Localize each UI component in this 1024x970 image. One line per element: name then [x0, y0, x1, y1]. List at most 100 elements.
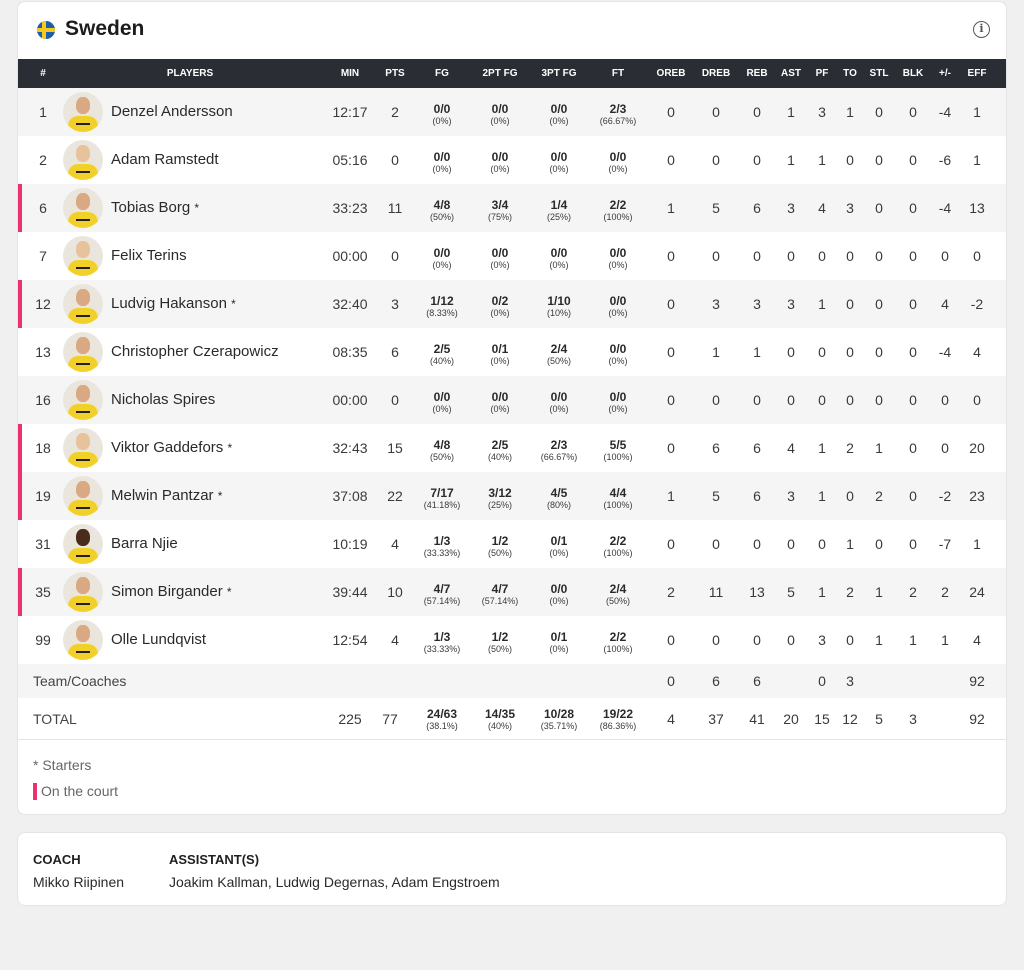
col-header-plus-minus: +/-: [939, 68, 951, 79]
info-icon[interactable]: i: [973, 21, 990, 38]
player-ast: 3: [787, 488, 795, 504]
player-reb: 6: [753, 440, 761, 456]
player-name-link[interactable]: Simon Birgander *: [111, 583, 232, 600]
player-number: 35: [35, 584, 51, 600]
player-min: 08:35: [332, 344, 368, 360]
player-pf: 1: [818, 296, 826, 312]
player-ast: 0: [787, 392, 795, 408]
player-blk: 0: [909, 488, 917, 504]
player-name-link[interactable]: Christopher Czerapowicz: [111, 343, 279, 360]
player-blk: 0: [909, 104, 917, 120]
player-dreb: 5: [712, 200, 720, 216]
player-avatar[interactable]: [63, 188, 103, 228]
player-ast: 0: [787, 536, 795, 552]
total-pts: 77: [382, 711, 398, 727]
player-fg: 0/0 (0%): [432, 390, 452, 414]
player-avatar[interactable]: [63, 620, 103, 660]
player-oreb: 0: [667, 392, 675, 408]
col-header-pts: PTS: [385, 68, 405, 79]
player-ast: 1: [787, 104, 795, 120]
col-header-ft: FT: [611, 68, 625, 79]
total-3pt: 10/28 (35.71%): [540, 707, 578, 731]
player-min: 33:23: [332, 200, 368, 216]
on-court-marker: [33, 783, 37, 800]
table-row: 7 Felix Terins 00:00 0 0/0 (0%) 0/0 (0%) 0/0 (0%…: [18, 232, 1006, 280]
player-blk: 0: [909, 152, 917, 168]
player-name-link[interactable]: Viktor Gaddefors *: [111, 439, 233, 456]
player-dreb: 0: [712, 104, 720, 120]
player-dreb: 5: [712, 488, 720, 504]
player-fg: 1/3 (33.33%): [423, 534, 461, 558]
player-avatar[interactable]: [63, 428, 103, 468]
player-name-link[interactable]: Nicholas Spires: [111, 391, 216, 408]
player-ast: 5: [787, 584, 795, 600]
player-3pt: 1/4 (25%): [546, 198, 572, 222]
player-name-link[interactable]: Felix Terins: [111, 247, 187, 264]
player-avatar[interactable]: [63, 140, 103, 180]
player-dreb: 11: [708, 584, 724, 600]
player-avatar[interactable]: [63, 284, 103, 324]
player-stl: 0: [875, 296, 883, 312]
player-avatar[interactable]: [63, 92, 103, 132]
player-eff: 4: [973, 632, 981, 648]
player-3pt: 0/0 (0%): [549, 390, 569, 414]
player-avatar[interactable]: [63, 236, 103, 276]
player-dreb: 1: [712, 344, 720, 360]
player-2pt: 0/0 (0%): [490, 150, 510, 174]
player-min: 39:44: [332, 584, 368, 600]
total-eff: 92: [969, 711, 985, 727]
player-number: 12: [35, 296, 51, 312]
player-plus-minus: 2: [941, 584, 949, 600]
player-2pt: 3/4 (75%): [487, 198, 513, 222]
player-eff: 0: [973, 248, 981, 264]
player-2pt: 0/1 (0%): [490, 342, 510, 366]
total-reb: 41: [749, 711, 765, 727]
player-stl: 2: [875, 488, 883, 504]
col-header-pf: PF: [815, 68, 829, 79]
player-fg: 0/0 (0%): [432, 246, 452, 270]
player-number: 18: [35, 440, 51, 456]
col-header-to: TO: [843, 68, 857, 79]
player-name-link[interactable]: Ludvig Hakanson *: [111, 295, 236, 312]
player-blk: 0: [909, 200, 917, 216]
player-name-link[interactable]: Olle Lundqvist: [111, 631, 207, 648]
player-pts: 4: [391, 632, 399, 648]
player-fg: 1/12 (8.33%): [426, 294, 458, 318]
player-to: 0: [846, 152, 854, 168]
assistants-names: Joakim Kallman, Ludwig Degernas, Adam En…: [169, 874, 500, 890]
player-to: 2: [846, 584, 854, 600]
player-oreb: 0: [667, 296, 675, 312]
col-header-dreb: DREB: [701, 68, 731, 79]
col-header-num: #: [40, 68, 46, 79]
player-name-link[interactable]: Denzel Andersson: [111, 103, 233, 120]
player-blk: 1: [909, 632, 917, 648]
player-3pt: 1/10 (10%): [546, 294, 572, 318]
player-avatar[interactable]: [63, 572, 103, 612]
player-avatar[interactable]: [63, 476, 103, 516]
player-avatar[interactable]: [63, 380, 103, 420]
player-min: 12:17: [332, 104, 368, 120]
col-header-oreb: OREB: [656, 68, 686, 79]
player-avatar[interactable]: [63, 332, 103, 372]
player-blk: 0: [909, 440, 917, 456]
player-2pt: 1/2 (50%): [487, 630, 513, 654]
player-dreb: 6: [712, 440, 720, 456]
player-oreb: 0: [667, 152, 675, 168]
player-stl: 0: [875, 152, 883, 168]
player-ast: 3: [787, 200, 795, 216]
player-to: 0: [846, 296, 854, 312]
player-plus-minus: -4: [938, 200, 952, 216]
player-ft: 0/0 (0%): [608, 294, 628, 318]
coach-name: Mikko Riipinen: [33, 874, 125, 890]
player-name-link[interactable]: Barra Njie: [111, 535, 178, 552]
player-avatar[interactable]: [63, 524, 103, 564]
player-pf: 1: [818, 488, 826, 504]
player-pts: 4: [391, 536, 399, 552]
player-pf: 0: [818, 392, 826, 408]
player-name-link[interactable]: Melwin Pantzar *: [111, 487, 223, 504]
player-name-link[interactable]: Adam Ramstedt: [111, 151, 219, 168]
player-3pt: 0/1 (0%): [549, 534, 569, 558]
player-plus-minus: -7: [938, 536, 952, 552]
player-name-link[interactable]: Tobias Borg *: [111, 199, 200, 216]
player-2pt: 0/0 (0%): [490, 246, 510, 270]
